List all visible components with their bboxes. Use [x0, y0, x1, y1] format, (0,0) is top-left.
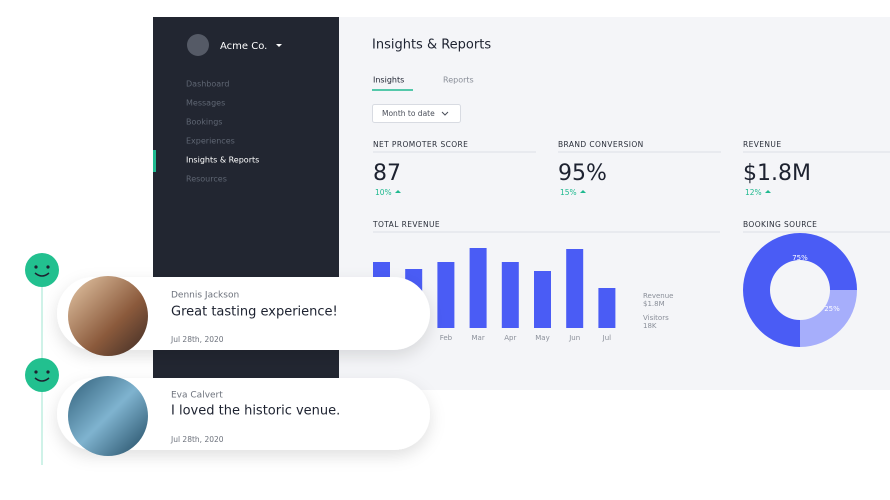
review-card	[57, 277, 430, 350]
bar	[469, 248, 487, 328]
legend-value: $1.8M	[643, 300, 665, 308]
nav-item[interactable]: Experiences	[186, 137, 235, 146]
metric-change: 15%	[560, 188, 577, 197]
filter-label[interactable]: Month to date	[382, 109, 435, 118]
review-quote: I loved the historic venue.	[171, 404, 340, 419]
nav-item-active[interactable]: Insights & Reports	[186, 156, 259, 165]
page-title: Insights & Reports	[372, 38, 491, 53]
tab-active[interactable]: Insights	[373, 76, 404, 85]
up-caret	[580, 190, 586, 193]
metric-label: BRAND CONVERSION	[558, 140, 644, 149]
chart-title: BOOKING SOURCE	[743, 220, 817, 229]
dropdown-caret	[276, 44, 282, 47]
nav-item[interactable]: Bookings	[186, 118, 222, 127]
up-caret	[765, 190, 771, 193]
bar	[501, 262, 519, 328]
data-label: 25%	[824, 305, 840, 313]
donut-segment	[743, 233, 857, 347]
reviewer-name: Eva Calvert	[171, 391, 223, 401]
metric-change: 10%	[375, 188, 392, 197]
x-tick-label: Apr	[504, 334, 516, 342]
bar	[437, 262, 455, 328]
up-caret	[395, 190, 401, 193]
nav-item[interactable]: Dashboard	[186, 80, 229, 89]
donut-segment	[800, 290, 857, 347]
metric-value: $1.8M	[743, 161, 811, 186]
x-tick-label: Mar	[471, 334, 484, 342]
review-quote: Great tasting experience!	[171, 305, 338, 320]
metric-label: REVENUE	[743, 140, 781, 149]
metric-value: 87	[373, 161, 401, 186]
metric-change: 12%	[745, 188, 762, 197]
review-date: Jul 28th, 2020	[170, 335, 224, 344]
chart-title: TOTAL REVENUE	[372, 220, 440, 229]
smiley-icon	[25, 253, 59, 287]
metrics: NET PROMOTER SCORE 87 10% BRAND CONVERSION 9…	[373, 140, 890, 197]
reviewer-photo	[68, 276, 148, 356]
legend-name: Revenue	[643, 292, 674, 300]
active-indicator	[153, 150, 156, 172]
x-tick-label: Feb	[440, 334, 453, 342]
legend-value: 18K	[643, 322, 657, 330]
company-avatar	[187, 34, 209, 56]
review-card	[57, 378, 430, 450]
x-tick-label: Jul	[602, 334, 612, 342]
reviewer-name: Dennis Jackson	[171, 291, 239, 301]
review-date: Jul 28th, 2020	[170, 435, 224, 444]
nav-item[interactable]: Resources	[186, 175, 227, 184]
bar	[598, 288, 616, 328]
metric-label: NET PROMOTER SCORE	[373, 140, 468, 149]
company-name[interactable]: Acme Co.	[220, 41, 267, 52]
bar	[534, 271, 551, 328]
filter-box[interactable]	[372, 104, 461, 123]
filter-caret	[441, 111, 449, 116]
reviewer-photo	[68, 376, 148, 456]
bar	[566, 249, 584, 328]
booking-chart: 75% 25%	[743, 233, 857, 347]
data-label: 75%	[792, 254, 808, 262]
nav-item[interactable]: Messages	[186, 99, 225, 108]
legend-name: Visitors	[643, 314, 669, 322]
metric-value: 95%	[558, 161, 607, 186]
x-tick-label: Jun	[568, 334, 580, 342]
smiley-icon	[25, 358, 59, 392]
tab[interactable]: Reports	[443, 76, 474, 85]
x-tick-label: May	[535, 334, 549, 342]
